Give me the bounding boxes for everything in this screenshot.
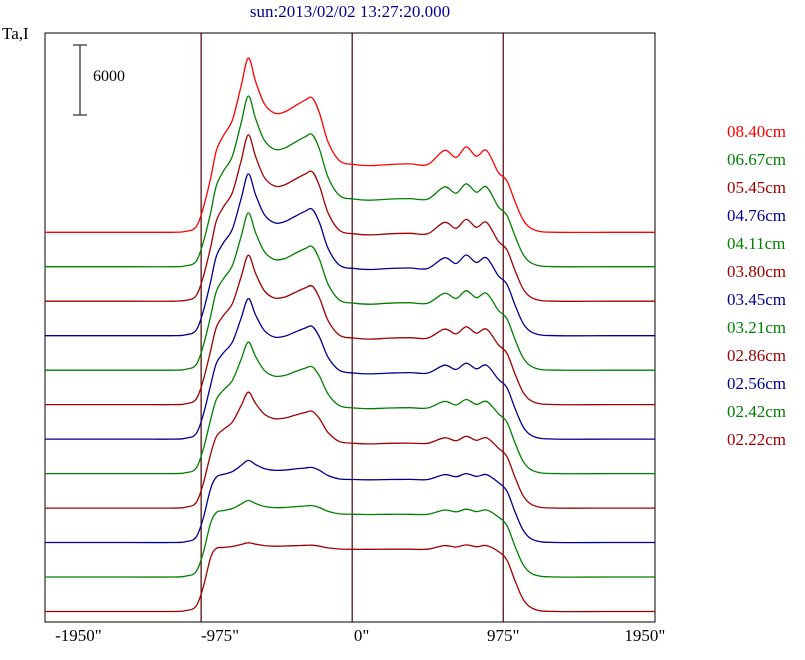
legend-item-02.22cm: 02.22cm: [727, 430, 787, 449]
legend-item-06.67cm: 06.67cm: [727, 150, 787, 169]
legend-item-02.86cm: 02.86cm: [727, 346, 787, 365]
amplitude-scalebar: [73, 44, 87, 116]
scan-curve-06.67cm: [45, 95, 655, 268]
legend-item-04.76cm: 04.76cm: [727, 206, 787, 225]
legend-item-02.42cm: 02.42cm: [727, 402, 787, 421]
wavelength-legend: 08.40cm 06.67cm 05.45cm 04.76cm 04.11cm 03.80…: [727, 118, 786, 454]
legend-item-03.21cm: 03.21cm: [727, 318, 787, 337]
scalebar-value-label: 6000: [93, 68, 125, 85]
x-tick-label: 975": [486, 626, 520, 645]
scan-curve-02.22cm: [44, 542, 655, 613]
legend-item-02.56cm: 02.56cm: [727, 374, 787, 393]
legend-item-05.45cm: 05.45cm: [727, 178, 787, 197]
legend-item-08.40cm: 08.40cm: [727, 122, 787, 141]
scan-curve-03.80cm: [44, 254, 655, 406]
y-axis-label: Ta,I: [2, 24, 29, 43]
x-tick-label: 0": [353, 626, 370, 645]
scan-curve-02.86cm: [44, 391, 655, 509]
legend-item-03.80cm: 03.80cm: [727, 262, 787, 281]
chart-title: sun:2013/02/02 13:27:20.000: [249, 2, 451, 21]
x-tick-label: 1950": [624, 626, 666, 645]
x-tick-label: -975": [200, 626, 240, 645]
scan-curve-02.42cm: [45, 499, 655, 578]
scan-curve-08.40cm: [44, 57, 655, 234]
legend-item-04.11cm: 04.11cm: [727, 234, 786, 253]
scan-curve-04.11cm: [44, 212, 655, 371]
scan-curve-03.45cm: [45, 297, 655, 440]
scan-curve-04.76cm: [45, 173, 655, 337]
x-axis-ticks: -1950" -975" 0" 975" 1950": [0, 626, 805, 654]
plot-frame: [44, 32, 656, 623]
scan-curve-02.56cm: [45, 459, 655, 544]
legend-item-03.45cm: 03.45cm: [727, 290, 787, 309]
scan-curve-05.45cm: [44, 134, 655, 302]
x-tick-label: -1950": [55, 626, 102, 645]
scan-curve-03.21cm: [44, 341, 655, 475]
